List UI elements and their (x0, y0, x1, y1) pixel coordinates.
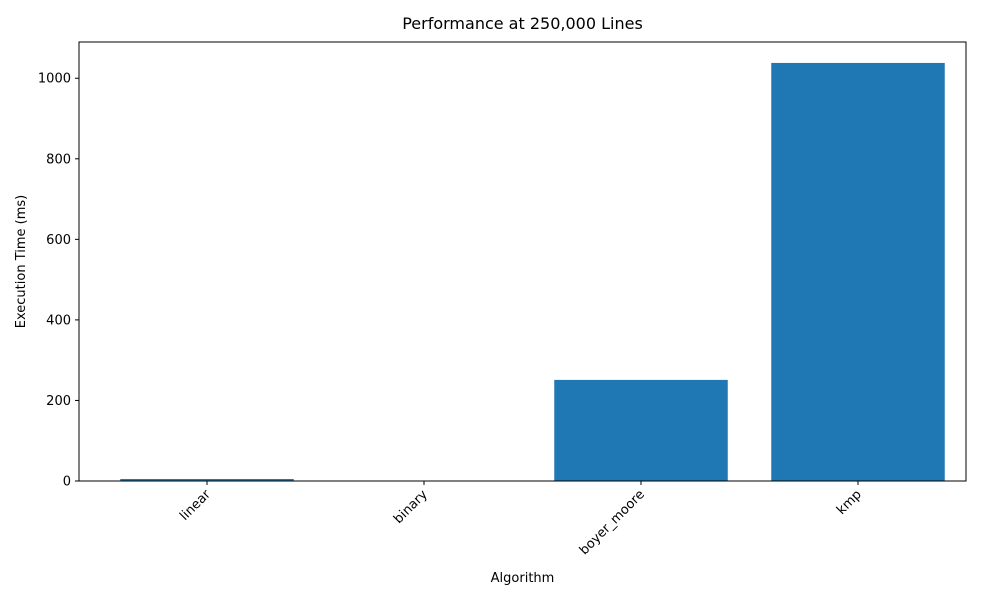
y-tick-label: 1000 (38, 72, 71, 87)
y-tick-label: 800 (46, 152, 71, 167)
y-axis-label: Execution Time (ms) (14, 195, 29, 328)
y-axis-ticks: 0 200 400 600 800 1000 (38, 72, 79, 490)
bar-kmp (771, 62, 945, 482)
y-tick-label: 200 (46, 394, 71, 409)
bar-linear (120, 478, 294, 481)
y-tick-label: 0 (63, 475, 71, 490)
chart-title: Performance at 250,000 Lines (402, 14, 643, 33)
bar-boyer_moore (554, 379, 728, 481)
y-tick-label: 400 (46, 313, 71, 328)
plot-frame (78, 41, 967, 482)
x-axis-label: Algorithm (491, 571, 555, 586)
y-tick-label: 600 (46, 233, 71, 248)
bars-layer (120, 62, 945, 482)
